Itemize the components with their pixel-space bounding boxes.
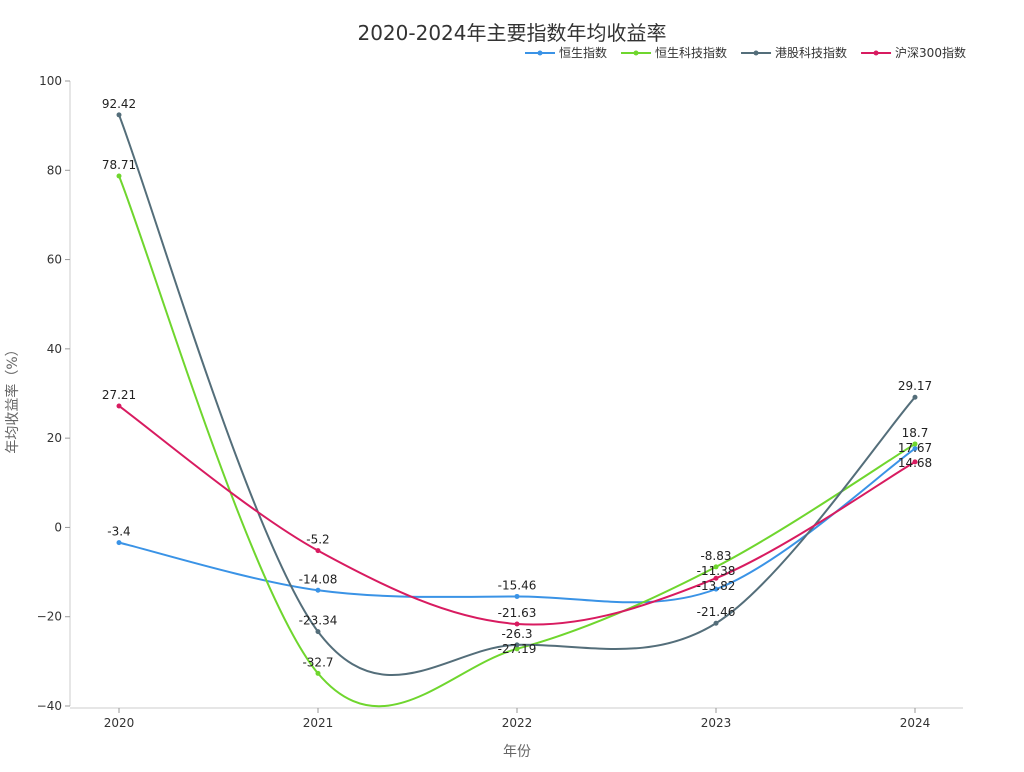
data-label: -21.63: [498, 606, 537, 620]
y-tick-label: −20: [37, 610, 62, 624]
legend-item: 港股科技指数: [741, 45, 847, 60]
data-label: 18.7: [902, 426, 929, 440]
legend-marker: [753, 50, 759, 56]
data-point: [713, 575, 719, 581]
data-label: -15.46: [498, 578, 537, 592]
y-tick-label: 60: [47, 253, 62, 267]
legend-label: 恒生指数: [559, 45, 607, 60]
data-point: [713, 564, 719, 570]
data-label: 92.42: [102, 97, 136, 111]
data-point: [514, 642, 520, 648]
data-label: -14.08: [299, 572, 338, 586]
data-label: 17.67: [898, 441, 932, 455]
data-label: 27.21: [102, 388, 136, 402]
data-label: -27.19: [498, 642, 537, 656]
x-tick-label: 2024: [900, 716, 931, 730]
legend: 恒生指数 恒生科技指数 港股科技指数 沪深300指数: [525, 45, 966, 60]
data-label: 29.17: [898, 379, 932, 393]
data-point: [116, 403, 122, 409]
data-point: [116, 173, 122, 179]
series-line-恒生科技指数: [118, 175, 916, 708]
x-tick-label: 2021: [303, 716, 334, 730]
y-axis-label: 年均收益率（%）: [4, 342, 21, 453]
data-point: [713, 586, 719, 592]
legend-item: 恒生科技指数: [621, 45, 727, 60]
y-tick-label: 100: [39, 74, 62, 88]
legend-label: 恒生科技指数: [655, 45, 727, 60]
data-point: [315, 548, 321, 554]
legend-label: 沪深300指数: [895, 45, 966, 60]
x-axis-label: 年份: [503, 744, 531, 760]
data-label: -3.4: [107, 525, 130, 539]
data-point: [116, 540, 122, 546]
y-tick-label: 80: [47, 163, 62, 177]
data-point: [315, 629, 321, 635]
data-label: -8.83: [700, 549, 731, 563]
data-label: 78.71: [102, 158, 136, 172]
legend-item: 恒生指数: [525, 45, 607, 60]
series-group: [116, 112, 918, 708]
y-tick-label: 0: [54, 520, 62, 534]
legend-marker: [633, 50, 639, 56]
data-label: -21.46: [697, 605, 736, 619]
data-point: [912, 446, 918, 452]
data-point: [912, 459, 918, 465]
x-tick-label: 2023: [701, 716, 732, 730]
data-point: [315, 587, 321, 593]
y-tick-label: 20: [47, 431, 62, 445]
legend-marker: [873, 50, 879, 56]
data-label: -11.38: [697, 564, 736, 578]
chart-title: 2020-2024年主要指数年均收益率: [357, 21, 666, 45]
legend-item: 沪深300指数: [861, 45, 966, 60]
y-tick-label: 40: [47, 342, 62, 356]
data-label: -13.82: [697, 579, 736, 593]
data-label: -23.34: [299, 614, 338, 628]
x-tick-label: 2020: [104, 716, 135, 730]
data-labels: 92.42 78.71 27.21 -3.4 -5.2 -14.08 -23.34 -32.7…: [102, 97, 932, 670]
data-label: 14.68: [898, 456, 932, 470]
data-point: [912, 441, 918, 447]
y-tick-label: −40: [37, 699, 62, 713]
legend-marker: [537, 50, 543, 56]
data-point: [514, 593, 520, 599]
data-label: -26.3: [501, 627, 532, 641]
x-tick-label: 2022: [502, 716, 533, 730]
series-line-港股科技指数: [118, 114, 916, 676]
data-label: -5.2: [306, 533, 329, 547]
data-point: [315, 670, 321, 676]
data-point: [912, 394, 918, 400]
data-point: [713, 620, 719, 626]
data-point: [514, 621, 520, 627]
axes: −40 −20 0 20 40 60 80 100 2020 2021 2022 2023 2024: [37, 74, 963, 730]
data-point: [514, 646, 520, 652]
legend-label: 港股科技指数: [775, 45, 847, 60]
data-label: -32.7: [302, 655, 333, 669]
data-point: [116, 112, 122, 118]
